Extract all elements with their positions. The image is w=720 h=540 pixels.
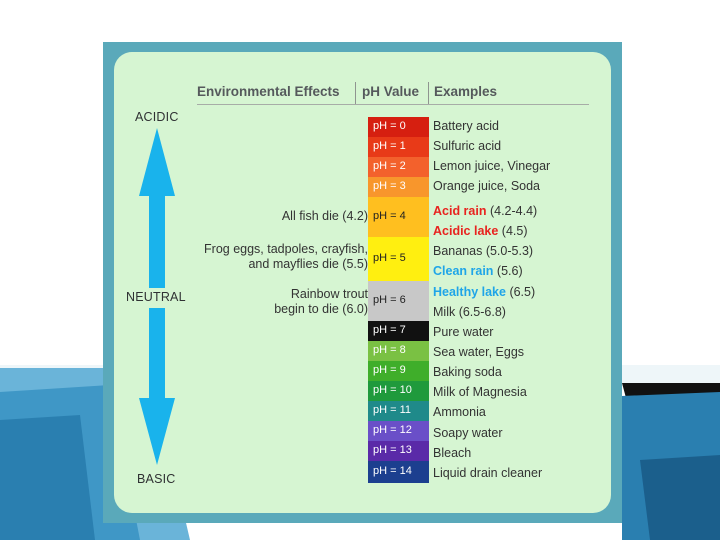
example-highlight: Clean rain: [433, 264, 494, 278]
ph-value-label: pH = 3: [373, 180, 406, 192]
example-item: Liquid drain cleaner: [433, 466, 543, 480]
example-item: Milk (6.5-6.8): [433, 305, 506, 319]
example-item: Clean rain (5.6): [433, 264, 523, 279]
ph-band: [368, 441, 429, 461]
effect-line: Rainbow trout: [290, 287, 368, 301]
ph-value-label: pH = 8: [373, 344, 406, 356]
ph-band: [368, 237, 429, 281]
ph-band: [368, 361, 429, 381]
example-value: (6.5): [505, 285, 536, 299]
example-item: Milk of Magnesia: [433, 385, 527, 399]
example-item: Acid rain (4.2-4.4): [433, 204, 537, 219]
ph-value-label: pH = 14: [373, 465, 412, 477]
header-rule: [197, 104, 589, 105]
example-value: (5.6): [493, 264, 523, 278]
example-item: Sulfuric acid: [433, 139, 502, 153]
ph-band: [368, 197, 429, 237]
example-item: Pure water: [433, 325, 494, 339]
ph-value-label: pH = 9: [373, 364, 406, 376]
example-item: Lemon juice, Vinegar: [433, 159, 551, 173]
ph-band: [368, 381, 429, 401]
effect-fish-die: All fish die (4.2): [281, 209, 368, 223]
ph-band: [368, 341, 429, 361]
effect-rainbow-trout: Rainbow trout begin to die (6.0): [274, 287, 368, 317]
example-item: Sea water, Eggs: [433, 345, 525, 359]
effect-line: and mayflies die (5.5): [248, 257, 368, 271]
example-item: Battery acid: [433, 119, 500, 133]
ph-band: [368, 117, 429, 137]
example-item: Orange juice, Soda: [433, 179, 541, 193]
header-ph-value: pH Value: [362, 84, 420, 99]
example-item: Bleach: [433, 446, 472, 460]
acidic-basic-arrow: [139, 128, 175, 465]
ph-band: [368, 281, 429, 321]
ph-band: [368, 157, 429, 177]
effect-frog-eggs: Frog eggs, tadpoles, crayfish, and mayfl…: [204, 242, 368, 272]
ph-band: [368, 401, 429, 421]
acidic-label: ACIDIC: [135, 110, 179, 124]
basic-label: BASIC: [137, 472, 176, 486]
ph-value-label: pH = 1: [373, 140, 406, 152]
ph-value-label: pH = 6: [373, 294, 406, 306]
example-item: Ammonia: [433, 405, 486, 419]
header-separator: [355, 82, 356, 104]
ph-value-label: pH = 5: [373, 252, 406, 264]
ph-value-label: pH = 4: [373, 210, 406, 222]
neutral-label: NEUTRAL: [126, 290, 186, 304]
effect-line: begin to die (6.0): [274, 302, 368, 316]
example-highlight: Acid rain: [433, 204, 487, 218]
example-highlight: Acidic lake: [433, 224, 499, 238]
header-examples: Examples: [434, 84, 498, 99]
ph-value-label: pH = 11: [373, 404, 412, 416]
ph-band: [368, 177, 429, 197]
arrow-down-head: [139, 308, 175, 465]
ph-chart-panel: [114, 52, 611, 513]
example-item: Acidic lake (4.5): [433, 224, 528, 239]
ph-value-label: pH = 12: [373, 424, 412, 436]
header-separator: [428, 82, 429, 104]
ph-value-label: pH = 10: [373, 384, 412, 396]
ph-value-label: pH = 7: [373, 324, 406, 336]
ph-value-label: pH = 13: [373, 444, 412, 456]
ph-value-label: pH = 0: [373, 120, 406, 132]
ph-band: [368, 321, 429, 341]
ph-value-label: pH = 2: [373, 160, 406, 172]
example-item: Bananas (5.0-5.3): [433, 244, 534, 258]
example-item: Soapy water: [433, 426, 503, 440]
ph-band: [368, 137, 429, 157]
ph-band: [368, 421, 429, 441]
header-environmental-effects: Environmental Effects: [197, 84, 340, 99]
ph-band: [368, 461, 429, 483]
effect-line: Frog eggs, tadpoles, crayfish,: [204, 242, 368, 256]
example-value: (4.2-4.4): [486, 204, 538, 218]
arrow-up-head: [139, 128, 175, 288]
example-item: Baking soda: [433, 365, 502, 379]
example-value: (4.5): [498, 224, 528, 238]
example-highlight: Healthy lake: [433, 285, 506, 299]
example-item: Healthy lake (6.5): [433, 285, 535, 300]
